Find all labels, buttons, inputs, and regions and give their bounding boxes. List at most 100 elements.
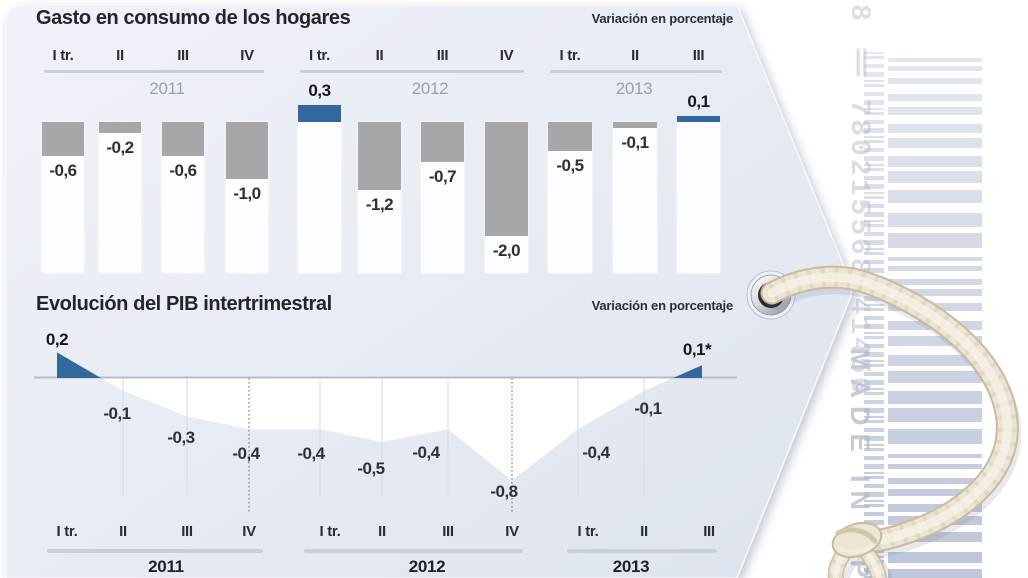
quarter-label: IV: [499, 47, 514, 64]
barcode-bar: [864, 120, 884, 124]
barcode-bar: [864, 420, 884, 423]
barcode-bar: [864, 344, 884, 348]
barcode-bar: [864, 304, 884, 306]
barcode-bar: [888, 489, 982, 496]
area-positive-fill: [57, 352, 702, 378]
quarter-label: IV: [242, 523, 256, 540]
barcode-bar: [864, 156, 884, 161]
barcode-bar: [864, 332, 884, 334]
barcode-bar: [864, 528, 884, 530]
barcode-bar: [888, 94, 982, 101]
barcode-bar: [864, 84, 884, 87]
quarter-label: I tr.: [577, 523, 599, 540]
barcode-bar: [864, 112, 884, 115]
barcode-bar: [864, 196, 884, 199]
year-label: 2013: [612, 557, 650, 576]
barcode-bar: [864, 184, 884, 189]
barcode-bar: [864, 548, 884, 553]
barcode-bar: [864, 168, 884, 171]
quarter-label: III: [177, 47, 189, 64]
grommet-punch-ring: [746, 270, 796, 320]
quarter-label: III: [703, 523, 715, 540]
pib-unit-label: Variación en porcentaje: [591, 298, 734, 313]
barcode-bar: [864, 220, 884, 222]
consumption-chart-title: Gasto en consumo de los hogares: [36, 7, 351, 29]
bar-value-label: -1,2: [365, 195, 394, 214]
axis-underline: [47, 549, 263, 553]
barcode-bar: [888, 552, 982, 563]
bar-column: [358, 122, 401, 273]
point-value-label: -0,5: [357, 459, 385, 478]
barcode-bar: [864, 248, 884, 250]
barcode-bar: [864, 392, 884, 395]
quarter-label: I tr.: [559, 47, 581, 64]
barcode-bar: [888, 303, 982, 311]
year-label: 2011: [149, 79, 185, 98]
barcode-bar: [864, 80, 884, 82]
bar-value-label: 0,3: [308, 81, 331, 100]
barcode-bar: [864, 380, 884, 385]
barcode-bar: [864, 364, 884, 367]
barcode-bar: [864, 500, 884, 502]
quarter-label: II: [378, 523, 386, 540]
axis-underline: [304, 549, 523, 553]
barcode-bar: [864, 92, 884, 96]
point-value-label: -0,4: [232, 444, 260, 463]
bar-column: [42, 122, 84, 273]
bar-positive-cap: [677, 116, 720, 122]
year-label: 2012: [408, 557, 446, 576]
barcode-bar: [864, 308, 884, 311]
barcode-bar: [864, 492, 884, 497]
barcode-bar: [864, 360, 884, 362]
year-label: 2012: [411, 79, 449, 98]
barcode-bar: [864, 316, 884, 320]
barcode-bar: [888, 391, 982, 404]
barcode-bar: [864, 448, 884, 451]
quarter-label: IV: [240, 47, 254, 64]
quarter-label: I tr.: [56, 523, 78, 540]
bar-negative-segment: [226, 122, 268, 179]
bar-negative-segment: [613, 122, 657, 128]
bar-negative-segment: [421, 122, 464, 162]
barcode-bar: [888, 78, 982, 84]
barcode-bar: [888, 233, 982, 248]
point-value-label: -0,1: [634, 399, 662, 418]
axis-underline: [550, 70, 722, 73]
barcode-bar: [864, 128, 884, 133]
barcode-bar: [864, 484, 884, 488]
grommet-metal-ring: [750, 274, 792, 316]
barcode-bar: [888, 124, 982, 133]
barcode-bar: [888, 429, 982, 444]
bar-positive-cap: [298, 105, 341, 122]
barcode-bar: [864, 324, 884, 329]
barcode-bar: [864, 520, 884, 525]
bar-negative-segment: [162, 122, 204, 156]
tag-body: [5, 4, 853, 578]
bar-negative-segment: [42, 122, 84, 156]
bar-negative-segment: [358, 122, 401, 190]
barcode-bar: [864, 560, 884, 563]
quarter-label: II: [375, 47, 384, 64]
bar-value-label: -0,6: [49, 161, 77, 180]
barcode-bar: [864, 276, 884, 278]
barcode-bar: [888, 58, 982, 62]
barcode-bar: [864, 400, 884, 404]
barcode-bar: [864, 268, 884, 273]
bar-value-label: -0,1: [621, 133, 649, 152]
barcode-bar: [864, 204, 884, 208]
barcode-bar: [864, 108, 884, 110]
barcode-bar: [864, 224, 884, 227]
barcode-bar: [864, 192, 884, 194]
point-value-label: -0,4: [582, 443, 610, 462]
barcode-narrow-strip: [864, 0, 884, 578]
barcode-bar: [888, 532, 982, 542]
barcode-bar: [864, 436, 884, 441]
bar-column: [485, 122, 528, 273]
barcode-bar: [864, 240, 884, 245]
barcode-bar: [864, 336, 884, 339]
barcode-bar: [864, 456, 884, 460]
point-value-label: -0,4: [297, 444, 325, 463]
barcode-bar: [864, 52, 884, 54]
grommet-hole: [758, 282, 784, 308]
barcode-bar: [864, 504, 884, 507]
